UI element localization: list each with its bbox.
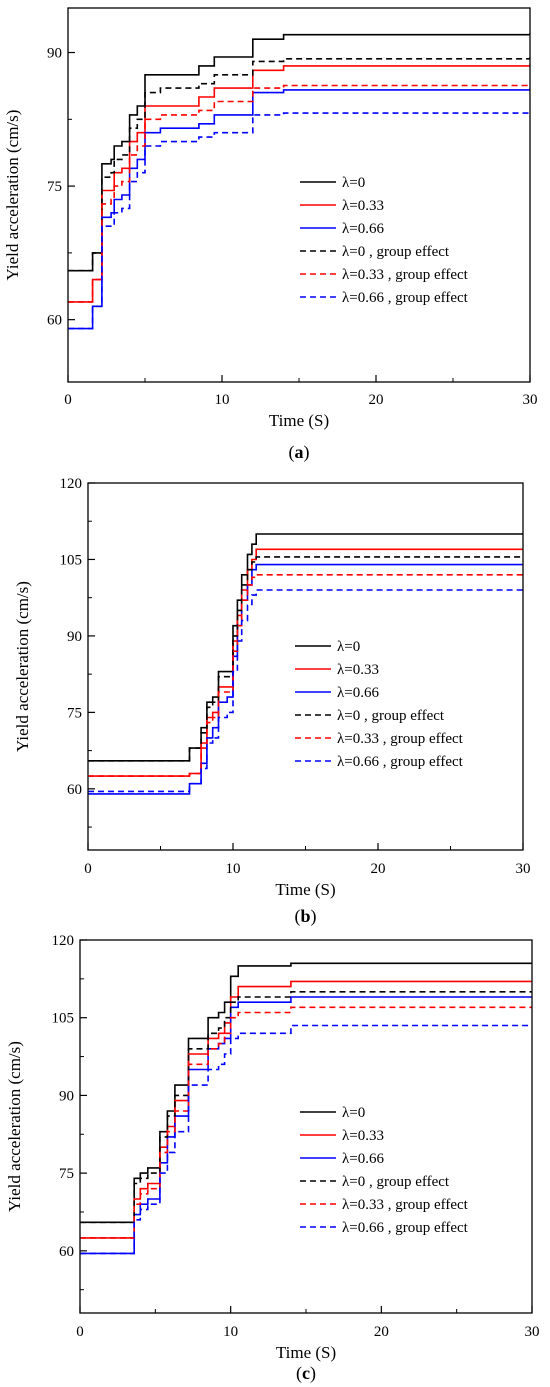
y-tick-label-0: 60	[67, 782, 82, 798]
series-line-4	[80, 1006, 532, 1239]
x-tick-label-3: 30	[523, 392, 538, 408]
series-line-3	[88, 556, 523, 762]
y-tick-label-0: 60	[59, 1244, 74, 1260]
panel-caption: (a)	[289, 442, 310, 463]
x-tick-label-2: 20	[374, 1324, 389, 1340]
legend-label-4: λ=0.33 , group effect	[342, 1197, 469, 1213]
series-line-4	[68, 83, 530, 303]
y-axis-title: Yield acceleration (cm/s)	[5, 1041, 24, 1212]
legend-label-2: λ=0.66	[342, 1151, 384, 1167]
legend-label-4: λ=0.33 , group effect	[342, 267, 469, 283]
x-tick-label-3: 30	[516, 861, 531, 877]
series-line-5	[68, 110, 530, 330]
series-line-1	[80, 980, 532, 1239]
x-tick-label-1: 10	[223, 1324, 238, 1340]
legend-label-0: λ=0	[342, 175, 365, 191]
legend-label-1: λ=0.33	[342, 1128, 384, 1144]
legend-label-3: λ=0 , group effect	[342, 1174, 450, 1190]
y-tick-label-1: 75	[47, 179, 62, 195]
panel-caption: (b)	[294, 906, 316, 927]
y-tick-label-2: 90	[47, 46, 62, 62]
panel-caption: (c)	[296, 1363, 316, 1384]
y-tick-label-1: 75	[59, 1166, 74, 1182]
legend-label-5: λ=0.66 , group effect	[342, 1220, 469, 1236]
y-tick-label-4: 120	[60, 476, 83, 492]
legend: λ=0 λ=0.33 λ=0.66 λ=0 , group effect λ=0.33 …	[300, 1105, 469, 1236]
legend: λ=0 λ=0.33 λ=0.66 λ=0 , group effect λ=0.33 …	[295, 639, 464, 770]
chart-b: 0 10 20 30 60 75 90 105 120 Time (S) Yield acceler…	[13, 476, 531, 927]
plot-frame	[79, 939, 533, 1314]
legend-label-3: λ=0 , group effect	[337, 708, 445, 724]
legend: λ=0 λ=0.33 λ=0.66 λ=0 , group effect λ=0.33 …	[300, 175, 469, 306]
plot-frame	[67, 7, 531, 383]
legend-label-3: λ=0 , group effect	[342, 244, 450, 260]
x-axis-title: Time (S)	[276, 1343, 336, 1362]
series-line-2	[68, 88, 530, 330]
y-tick-label-3: 105	[52, 1011, 75, 1027]
legend-label-1: λ=0.33	[342, 198, 384, 214]
x-tick-label-2: 20	[369, 392, 384, 408]
series-line-4	[88, 574, 523, 777]
y-tick-label-3: 105	[60, 552, 83, 568]
y-axis-title: Yield acceleration (cm/s)	[3, 110, 22, 281]
y-tick-label-4: 120	[52, 933, 75, 949]
x-tick-label-0: 0	[84, 861, 92, 877]
x-axis-title: Time (S)	[275, 880, 335, 899]
legend-label-5: λ=0.66 , group effect	[342, 290, 469, 306]
x-tick-label-1: 10	[215, 392, 230, 408]
y-tick-label-0: 60	[47, 313, 62, 329]
series-line-5	[80, 1024, 532, 1255]
chart-c: 0 10 20 30 60 75 90 105 120 Time (S) Yield acceler…	[5, 933, 540, 1384]
plot-area	[88, 533, 523, 795]
series-line-3	[80, 991, 532, 1224]
series-line-0	[88, 533, 523, 762]
y-tick-label-2: 90	[67, 629, 82, 645]
plot-area	[80, 962, 532, 1255]
legend-label-0: λ=0	[342, 1105, 365, 1121]
plot-frame	[87, 482, 524, 851]
y-tick-label-1: 75	[67, 705, 82, 721]
series-line-5	[88, 589, 523, 793]
series-line-0	[80, 962, 532, 1224]
legend-label-2: λ=0.66	[342, 221, 384, 237]
x-tick-label-0: 0	[64, 392, 72, 408]
plot-area	[68, 32, 530, 330]
legend-label-1: λ=0.33	[337, 662, 379, 678]
x-tick-label-1: 10	[226, 861, 241, 877]
x-axis-title: Time (S)	[269, 411, 329, 430]
y-axis-title: Yield acceleration (cm/s)	[13, 581, 32, 752]
series-line-2	[80, 996, 532, 1255]
x-tick-label-3: 30	[525, 1324, 540, 1340]
series-line-0	[68, 32, 530, 272]
x-tick-label-0: 0	[76, 1324, 84, 1340]
chart-a: 0 10 20 30 60 75 90 Time (S) Yield acceleration …	[3, 7, 538, 463]
y-tick-label-2: 90	[59, 1088, 74, 1104]
x-tick-label-2: 20	[371, 861, 386, 877]
legend-label-4: λ=0.33 , group effect	[337, 731, 464, 747]
legend-label-0: λ=0	[337, 639, 360, 655]
legend-label-5: λ=0.66 , group effect	[337, 754, 464, 770]
legend-label-2: λ=0.66	[337, 685, 379, 701]
